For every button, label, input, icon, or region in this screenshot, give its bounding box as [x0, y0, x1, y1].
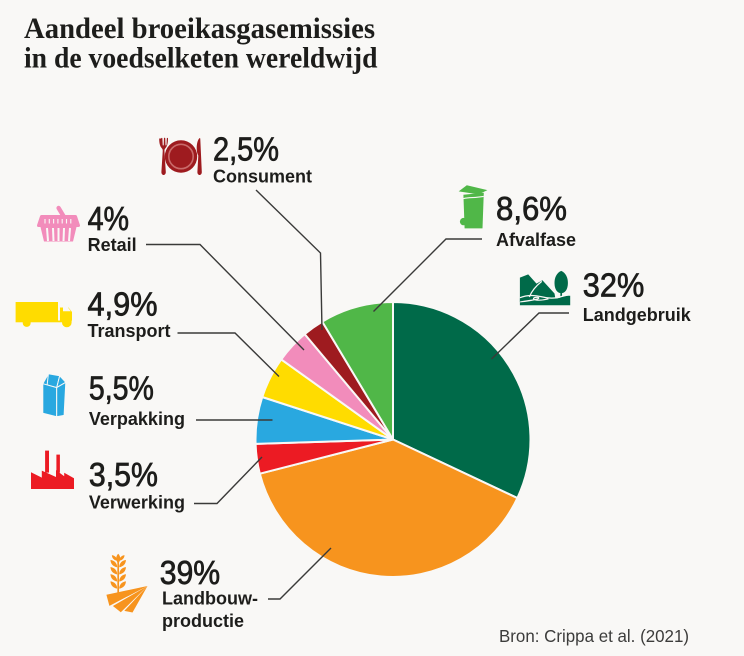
- svg-text:5,5%: 5,5%: [89, 371, 154, 408]
- svg-text:Transport: Transport: [88, 321, 171, 341]
- svg-text:Retail: Retail: [88, 235, 137, 255]
- svg-text:32%: 32%: [583, 267, 645, 304]
- svg-text:Verpakking: Verpakking: [89, 409, 185, 429]
- svg-text:39%: 39%: [160, 555, 221, 592]
- svg-text:in de voedselketen wereldwijd: in de voedselketen wereldwijd: [24, 42, 378, 75]
- svg-text:Aandeel broeikasgasemissies: Aandeel broeikasgasemissies: [24, 12, 375, 45]
- svg-text:Consument: Consument: [213, 167, 312, 187]
- svg-text:productie: productie: [162, 611, 244, 631]
- svg-text:Afvalfase: Afvalfase: [496, 230, 576, 250]
- svg-text:8,6%: 8,6%: [496, 191, 567, 228]
- svg-text:3,5%: 3,5%: [89, 457, 158, 494]
- svg-text:4,9%: 4,9%: [88, 286, 158, 323]
- svg-text:Bron: Crippa et al. (2021): Bron: Crippa et al. (2021): [499, 626, 689, 646]
- svg-text:2,5%: 2,5%: [213, 132, 279, 169]
- svg-text:4%: 4%: [88, 201, 130, 238]
- svg-text:Verwerking: Verwerking: [89, 492, 185, 512]
- svg-text:Landbouw-: Landbouw-: [162, 589, 258, 609]
- svg-text:Landgebruik: Landgebruik: [583, 305, 692, 325]
